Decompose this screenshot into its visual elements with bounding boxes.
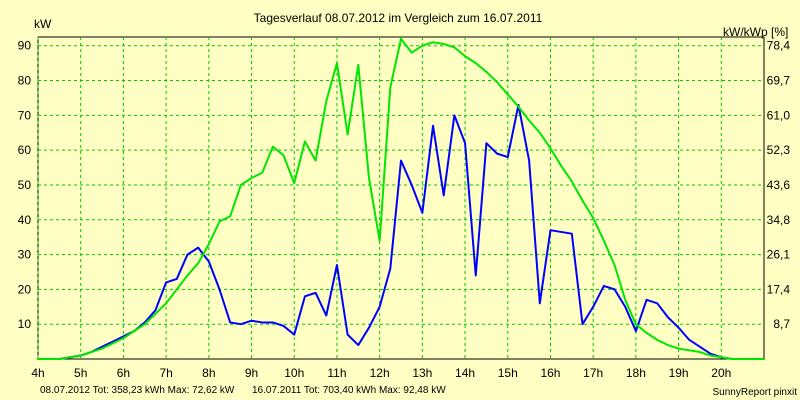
y-left-tick-40: 40 <box>18 213 32 227</box>
x-tick-17h: 17h <box>583 366 603 380</box>
y-left-tick-30: 30 <box>18 248 32 262</box>
footer-series-1: 08.07.2012 Tot: 358,23 kWh Max: 72,62 kW <box>40 385 235 396</box>
y-left-tick-10: 10 <box>18 317 32 331</box>
chart-title: Tagesverlauf 08.07.2012 im Vergleich zum… <box>254 11 543 25</box>
y-left-tick-90: 90 <box>18 39 32 53</box>
y-right-tick-34,8: 34,8 <box>767 213 791 227</box>
y-left-tick-50: 50 <box>18 178 32 192</box>
x-tick-9h: 9h <box>245 366 258 380</box>
x-tick-4h: 4h <box>31 366 44 380</box>
y-right-tick-61,0: 61,0 <box>767 108 791 122</box>
right-axis-label: kW/kWp [%] <box>723 25 788 39</box>
x-tick-16h: 16h <box>540 366 560 380</box>
y-left-tick-80: 80 <box>18 74 32 88</box>
x-tick-8h: 8h <box>202 366 215 380</box>
series-line-1 <box>37 103 765 360</box>
y-right-tick-43,6: 43,6 <box>767 178 791 192</box>
y-right-tick-52,3: 52,3 <box>767 143 791 157</box>
x-tick-6h: 6h <box>117 366 130 380</box>
grid-layer <box>37 36 765 360</box>
footer-series-2: 16.07.2011 Tot: 703,40 kWh Max: 92,48 kW <box>252 385 446 396</box>
x-tick-5h: 5h <box>74 366 87 380</box>
y-axis-left-labels: 10 20 30 40 50 60 70 80 90 <box>18 39 32 331</box>
x-tick-11h: 11h <box>327 366 346 380</box>
y-right-tick-78,4: 78,4 <box>767 39 791 53</box>
y-axis-right-labels: 8,7 17,4 26,1 34,8 43,6 52,3 61,0 69,7 78,4 <box>767 39 791 331</box>
x-tick-20h: 20h <box>711 366 731 380</box>
x-tick-13h: 13h <box>412 366 432 380</box>
y-left-tick-70: 70 <box>18 108 32 122</box>
y-right-tick-17,4: 17,4 <box>767 282 791 296</box>
x-tick-15h: 15h <box>498 366 518 380</box>
x-tick-7h: 7h <box>159 366 172 380</box>
x-tick-18h: 18h <box>626 366 646 380</box>
plot-frame <box>37 36 765 360</box>
x-tick-12h: 12h <box>370 366 390 380</box>
series-layer <box>37 37 765 360</box>
y-right-tick-26,1: 26,1 <box>767 248 791 262</box>
x-tick-10h: 10h <box>284 366 304 380</box>
x-tick-19h: 19h <box>669 366 689 380</box>
y-left-tick-20: 20 <box>18 282 32 296</box>
credit-text: SunnyReport pinxit <box>713 387 798 398</box>
y-right-tick-8,7: 8,7 <box>773 317 790 331</box>
y-right-tick-69,7: 69,7 <box>767 74 791 88</box>
series-line-2 <box>37 37 765 360</box>
x-axis-labels: 4h 5h 6h 7h 8h 9h 10h 11h 12h 13h 14h 15h 16h 17h 18h 1… <box>31 366 731 380</box>
y-left-tick-60: 60 <box>18 143 32 157</box>
x-tick-14h: 14h <box>455 366 475 380</box>
left-axis-label: kW <box>34 17 52 31</box>
